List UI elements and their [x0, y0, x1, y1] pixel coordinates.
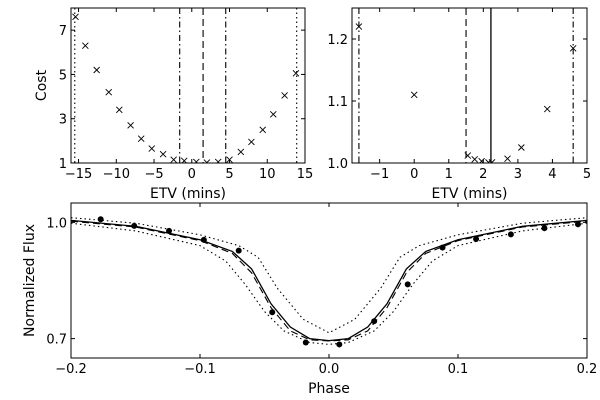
data-point: [471, 155, 479, 163]
x-tick-label: 0.2: [577, 362, 598, 377]
data-point: [541, 225, 548, 232]
x-tick-label: −1: [370, 167, 389, 182]
data-point: [488, 159, 496, 163]
plot-area: [71, 216, 587, 348]
x-axis-label: Phase: [308, 381, 350, 397]
y-tick-label: 1.2: [327, 33, 348, 48]
data-point: [192, 158, 200, 163]
x-tick-label: 3: [514, 167, 522, 182]
data-point: [237, 148, 245, 156]
x-tick-label: 1: [445, 167, 453, 182]
data-point: [93, 66, 100, 74]
data-point: [97, 216, 104, 223]
data-point: [269, 309, 276, 316]
data-point: [404, 281, 411, 288]
data-point: [543, 105, 551, 113]
x-tick-label: 0.1: [448, 362, 469, 377]
data-point: [235, 247, 242, 254]
data-point: [72, 13, 79, 21]
x-tick-label: −10: [103, 167, 130, 182]
data-point: [148, 145, 156, 152]
data-point: [336, 341, 343, 348]
series-lower-bound: [71, 222, 587, 345]
data-point: [159, 150, 167, 158]
data-point: [248, 138, 255, 146]
data-point: [410, 91, 418, 99]
data-point: [302, 339, 309, 346]
y-tick-label: 3: [59, 113, 67, 128]
series-model: [71, 219, 587, 342]
data-point: [371, 318, 378, 325]
series-model-dashed: [71, 220, 587, 342]
x-tick-label: 0.0: [319, 362, 340, 377]
x-axis-label: ETV (mins): [431, 186, 507, 202]
data-point: [131, 222, 138, 229]
data-point: [439, 244, 446, 251]
y-axis-label: Normalized Flux: [22, 224, 38, 337]
data-point: [115, 106, 123, 114]
data-point: [569, 44, 577, 52]
x-tick-label: 2: [479, 167, 487, 182]
panel-cost-zoom: −1 0 1 2 3 4 5 1.0 1.1 1.2 ETV (mins): [327, 7, 591, 202]
data-point: [507, 231, 514, 238]
data-point: [166, 227, 173, 234]
y-tick-label: 1.0: [46, 216, 67, 231]
y-tick-label: 1.0: [327, 157, 348, 172]
data-point: [137, 135, 145, 142]
y-tick-label: 0.7: [46, 333, 67, 348]
axes-frame: [70, 7, 306, 164]
y-tick-label: 7: [59, 24, 67, 39]
data-point: [574, 221, 581, 228]
data-point: [214, 158, 222, 163]
panel-phase: −0.2 −0.1 0.0 0.1 0.2 0.7 1.0 Phase Normalized F…: [22, 202, 598, 397]
x-tick-label: −15: [65, 167, 92, 182]
data-point: [170, 156, 177, 163]
data-point: [259, 126, 267, 134]
y-tick-label: 5: [59, 68, 67, 83]
plot-area: [72, 8, 300, 163]
y-tick-label: 1.1: [327, 95, 348, 110]
axes-frame: [70, 202, 588, 359]
data-point: [355, 23, 363, 30]
data-point: [292, 70, 300, 77]
data-point: [127, 122, 134, 129]
x-tick-label: 5: [225, 167, 233, 182]
panel-cost: −15 −10 −5 0 5 10 15 1 3 5 7 ETV (mins) Cost: [34, 7, 314, 202]
plot-area: [355, 8, 577, 163]
data-point: [464, 152, 472, 159]
data-point: [82, 42, 89, 49]
x-tick-label: −0.1: [184, 362, 216, 377]
data-point: [105, 88, 113, 96]
data-point: [281, 92, 288, 99]
data-point: [518, 144, 525, 151]
x-tick-label: 0: [410, 167, 418, 182]
x-tick-label: 5: [583, 167, 591, 182]
x-tick-label: 4: [548, 167, 556, 182]
x-tick-label: −5: [144, 167, 163, 182]
data-point: [269, 110, 277, 118]
x-tick-label: 0: [188, 167, 196, 182]
data-point: [200, 236, 207, 243]
data-point: [504, 155, 511, 162]
axes-frame: [351, 7, 588, 164]
y-tick-label: 1: [59, 157, 67, 172]
x-tick-label: −0.2: [55, 362, 87, 377]
x-tick-label: 15: [297, 167, 314, 182]
x-axis-label: ETV (mins): [150, 186, 226, 202]
x-tick-label: 10: [259, 167, 276, 182]
y-axis-label: Cost: [34, 69, 50, 101]
data-point: [473, 236, 480, 243]
